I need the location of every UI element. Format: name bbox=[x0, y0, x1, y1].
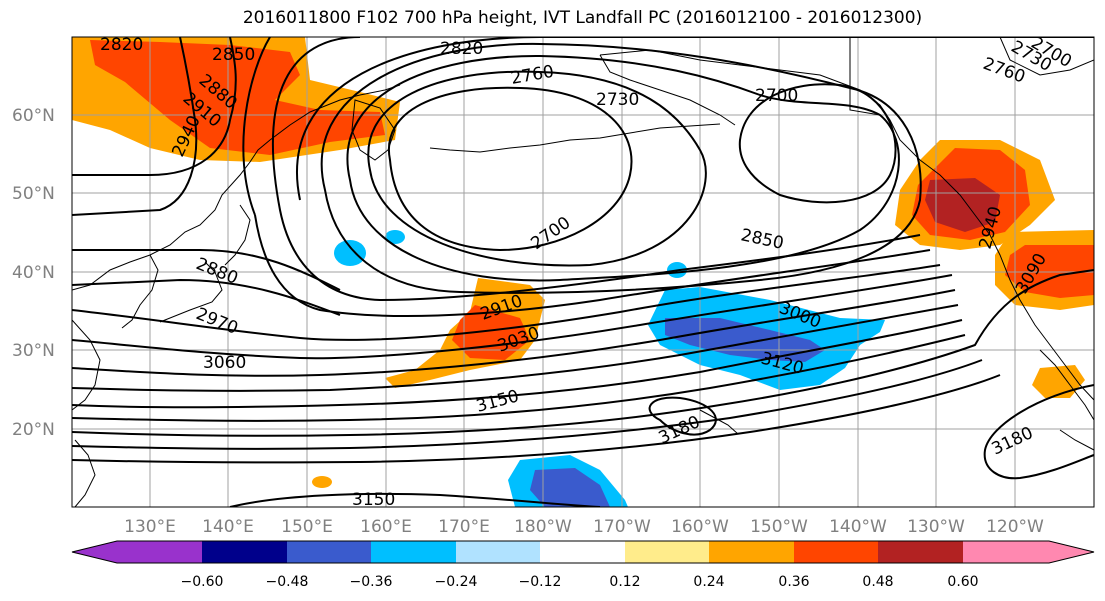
contour-2880 bbox=[242, 37, 931, 317]
lon-label-150e: 150°E bbox=[281, 517, 333, 537]
lon-label-130e: 130°E bbox=[124, 517, 176, 537]
lon-labels: 130°E 140°E 150°E 160°E 170°E 180°W 170°… bbox=[124, 517, 1044, 537]
lon-label-180w: 180°W bbox=[514, 517, 572, 537]
contour-label-2820-a: 2820 bbox=[100, 35, 143, 55]
coast-baja bbox=[1039, 349, 1094, 421]
lon-label-150w: 150°W bbox=[750, 517, 808, 537]
cb-tick-4: −0.12 bbox=[519, 574, 562, 590]
lon-label-170w: 170°W bbox=[593, 517, 651, 537]
cb-tick-9: 0.60 bbox=[947, 574, 978, 590]
colorbar-segment-1 bbox=[202, 541, 287, 563]
coast-asia bbox=[72, 84, 401, 291]
colorbar-segment-9 bbox=[878, 541, 963, 563]
coast-canada bbox=[999, 37, 1094, 76]
contour-2760 bbox=[346, 54, 900, 282]
coast-philippines bbox=[74, 439, 96, 507]
colorbar-segment-5 bbox=[540, 541, 625, 563]
contour-2910 bbox=[72, 37, 941, 341]
colorbar-ticks: −0.60 −0.48 −0.36 −0.24 −0.12 0.12 0.24 … bbox=[181, 574, 979, 590]
contour-2940 bbox=[72, 37, 953, 360]
coast-japan-north bbox=[224, 204, 251, 266]
shade-region-gulf-darkred bbox=[925, 178, 1000, 232]
map-frame bbox=[71, 36, 1095, 508]
lon-label-130w: 130°W bbox=[907, 517, 965, 537]
shade-blob-2 bbox=[385, 230, 405, 244]
lon-label-120w: 120°W bbox=[986, 517, 1044, 537]
contour-3060 bbox=[72, 334, 966, 422]
lat-label-30n: 30°N bbox=[12, 341, 55, 361]
map-plot-area bbox=[72, 37, 1094, 507]
contour-3030 bbox=[72, 319, 963, 409]
contour-3090 bbox=[72, 269, 1094, 437]
contour-label-2700-a: 2700 bbox=[755, 86, 798, 106]
contour-label-3060: 3060 bbox=[203, 353, 246, 373]
coast-korea bbox=[121, 254, 159, 329]
cb-tick-1: −0.48 bbox=[266, 574, 309, 590]
contour-3180-a bbox=[648, 396, 717, 436]
lon-label-170e: 170°E bbox=[438, 517, 490, 537]
cb-tick-8: 0.48 bbox=[862, 574, 893, 590]
coast-japan bbox=[159, 261, 223, 323]
contour-3150 bbox=[72, 374, 1001, 507]
contour-3180-b bbox=[983, 384, 1094, 480]
shade-blob-4 bbox=[312, 476, 332, 488]
contour-3120 bbox=[72, 359, 983, 450]
lon-label-140w: 140°W bbox=[829, 517, 887, 537]
lon-label-160e: 160°E bbox=[360, 517, 412, 537]
coast-kamchatka bbox=[351, 99, 396, 161]
contour-2790 bbox=[320, 42, 922, 294]
cb-tick-3: −0.24 bbox=[435, 574, 478, 590]
coast-mexico bbox=[1059, 429, 1094, 451]
contour-label-2730-a: 2730 bbox=[596, 90, 639, 110]
coast-hawaii bbox=[699, 409, 739, 435]
contour-2700-west bbox=[387, 86, 633, 252]
contour-2730 bbox=[367, 70, 707, 267]
contour-label-2850-a: 2850 bbox=[212, 45, 255, 65]
contour-label-2820-b: 2820 bbox=[440, 39, 483, 59]
cb-tick-6: 0.24 bbox=[693, 574, 724, 590]
contour-3000 bbox=[72, 278, 959, 392]
coast-aleutians bbox=[429, 123, 721, 153]
contour-2970 bbox=[72, 249, 956, 377]
contour-label-3150-b: 3150 bbox=[352, 490, 395, 510]
colorbar-extend-min bbox=[72, 541, 117, 563]
colorbar-extend-max bbox=[1049, 541, 1094, 563]
coast-bering bbox=[599, 54, 736, 126]
colorbar-segment-2 bbox=[287, 541, 371, 563]
contour-2820 bbox=[296, 37, 1094, 201]
shade-region-nw-strong bbox=[90, 40, 385, 155]
lat-label-20n: 20°N bbox=[12, 420, 55, 440]
colorbar-segment-7 bbox=[709, 541, 794, 563]
colorbar-segment-10 bbox=[963, 541, 1049, 563]
cb-tick-5: 0.12 bbox=[609, 574, 640, 590]
shade-region-subtropical-blue bbox=[665, 318, 825, 362]
lon-label-160w: 160°W bbox=[671, 517, 729, 537]
lat-label-50n: 50°N bbox=[12, 184, 55, 204]
height-contours bbox=[72, 37, 1094, 507]
contour-2700-east bbox=[738, 83, 897, 204]
lat-label-60n: 60°N bbox=[12, 106, 55, 126]
colorbar-segment-4 bbox=[456, 541, 540, 563]
colorbar-outline bbox=[71, 540, 1095, 564]
shade-region-south-blue bbox=[530, 468, 610, 507]
coast-bc bbox=[849, 37, 881, 116]
colorbar-segments bbox=[72, 541, 1094, 563]
colorbar-segment-8 bbox=[794, 541, 878, 563]
lat-labels: 60°N 50°N 40°N 30°N 20°N bbox=[12, 106, 55, 440]
colorbar: −0.60 −0.48 −0.36 −0.24 −0.12 0.12 0.24 … bbox=[71, 540, 1095, 590]
shade-region-central-red bbox=[452, 305, 530, 360]
map-title: 2016011800 F102 700 hPa height, IVT Land… bbox=[242, 8, 923, 28]
cb-tick-0: −0.60 bbox=[181, 574, 224, 590]
shade-blob-1 bbox=[334, 240, 366, 266]
lat-label-40n: 40°N bbox=[12, 263, 55, 283]
cb-tick-2: −0.36 bbox=[350, 574, 393, 590]
colorbar-segment-0 bbox=[117, 541, 202, 563]
coast-china bbox=[72, 319, 101, 411]
cb-tick-7: 0.36 bbox=[778, 574, 809, 590]
colorbar-segment-6 bbox=[625, 541, 709, 563]
lon-label-140e: 140°E bbox=[202, 517, 254, 537]
colorbar-segment-3 bbox=[371, 541, 456, 563]
